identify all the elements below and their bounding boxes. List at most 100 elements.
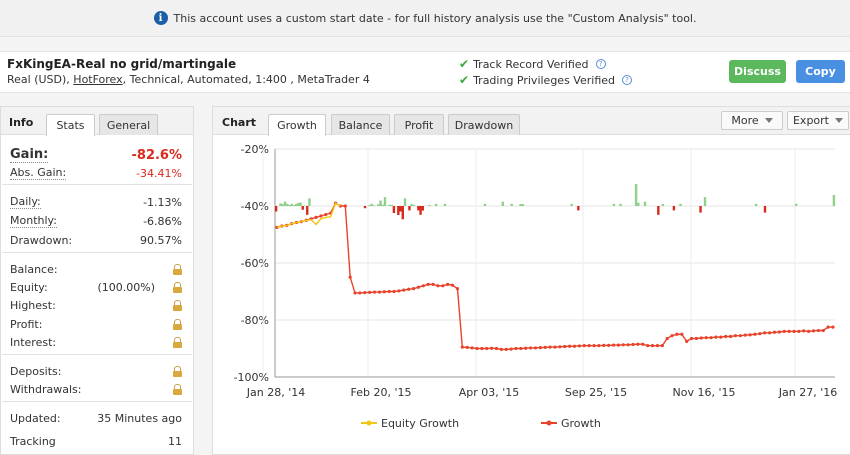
legend-equity-label: Equity Growth <box>381 417 459 430</box>
daily-bar <box>308 198 311 206</box>
daily-label: Daily: <box>10 195 41 209</box>
broker-link[interactable]: HotForex <box>73 73 123 86</box>
growth-point <box>572 344 577 348</box>
divider <box>2 184 192 185</box>
growth-point <box>353 291 357 295</box>
growth-point <box>821 328 825 333</box>
daily-bar <box>408 206 411 211</box>
daily-bar <box>679 203 682 206</box>
legend-equity-marker <box>366 420 372 426</box>
growth-point <box>797 329 801 333</box>
growth-point <box>807 329 811 333</box>
daily-bar <box>274 206 278 212</box>
growth-point <box>485 346 489 351</box>
tab-stats[interactable]: Stats <box>46 114 95 136</box>
daily-bar <box>301 206 304 210</box>
daily-bar <box>368 205 371 206</box>
tab-balance[interactable]: Balance <box>331 114 390 135</box>
tab-growth[interactable]: Growth <box>268 114 326 136</box>
daily-bar <box>294 204 298 206</box>
growth-point <box>524 346 528 350</box>
lock-icon <box>173 384 182 395</box>
discuss-button[interactable]: Discuss <box>729 60 786 83</box>
growth-point <box>728 334 733 339</box>
daily-bar <box>372 205 376 206</box>
profit-label: Profit: <box>10 318 43 331</box>
daily-row: Daily: -1.13% <box>10 196 182 209</box>
growth-point <box>621 343 625 347</box>
daily-bar <box>417 206 420 211</box>
divider <box>2 252 192 253</box>
daily-bar <box>381 204 384 206</box>
growth-point <box>748 333 752 337</box>
tab-profit[interactable]: Profit <box>394 114 444 135</box>
gain-row: Gain: -82.6% <box>10 147 182 163</box>
growth-point <box>499 347 503 351</box>
growth-point <box>587 344 591 348</box>
growth-point <box>631 342 635 347</box>
tab-general[interactable]: General <box>99 114 158 135</box>
growth-point <box>826 325 830 329</box>
interest-row: Interest: <box>10 336 182 349</box>
daily-bar <box>643 201 647 206</box>
daily-bar <box>634 184 638 206</box>
monthly-row: Monthly: -6.86% <box>10 215 182 228</box>
growth-point <box>538 346 542 350</box>
x-tick-label: Apr 03, '15 <box>459 386 520 399</box>
daily-bar <box>388 204 391 206</box>
copy-button[interactable]: Copy <box>796 60 845 83</box>
tracking-row: Tracking 11 <box>10 435 182 448</box>
growth-point <box>568 344 572 348</box>
daily-bar <box>290 203 293 206</box>
help-icon[interactable]: ? <box>595 59 606 69</box>
notice-text: This account uses a custom start date - … <box>173 11 697 25</box>
growth-point <box>660 344 664 348</box>
growth-point <box>665 336 669 341</box>
trading-privileges-verified: ✔ Trading Privileges Verified ? <box>459 73 632 87</box>
export-label: Export <box>792 114 829 127</box>
growth-point <box>558 345 562 349</box>
growth-point <box>704 336 708 340</box>
tracking-label: Tracking <box>10 435 56 448</box>
daily-bar <box>570 203 573 206</box>
export-dropdown[interactable]: Export <box>787 111 849 130</box>
account-desc-suffix: , Technical, Automated, 1:400 , MetaTrad… <box>122 73 370 86</box>
growth-point <box>416 285 421 289</box>
abs-gain-row: Abs. Gain: -34.41% <box>10 167 182 180</box>
drawdown-row: Drawdown: 90.57% <box>10 234 182 247</box>
growth-point <box>368 290 372 294</box>
daily-bar <box>421 206 424 211</box>
daily-bar <box>390 204 393 206</box>
growth-point <box>441 284 445 288</box>
lock-icon <box>173 264 182 275</box>
growth-point <box>421 284 425 288</box>
growth-line <box>276 202 833 351</box>
x-tick-label: Sep 25, '15 <box>565 386 627 399</box>
growth-point <box>777 330 781 334</box>
legend-growth-marker <box>546 420 552 426</box>
daily-bar <box>283 201 287 206</box>
growth-point <box>514 346 518 351</box>
tracking-value: 11 <box>168 435 182 448</box>
daily-bar <box>401 206 404 220</box>
interest-label: Interest: <box>10 336 57 349</box>
growth-point <box>553 345 557 349</box>
growth-chart[interactable]: -20% -40% -60% -80% -100% Jan 28, '14 Feb 20, … <box>213 136 849 454</box>
chart-panel: Chart Growth Balance Profit Drawdown Mor… <box>212 106 850 455</box>
updated-row: Updated: 35 Minutes ago <box>10 412 182 425</box>
tab-drawdown[interactable]: Drawdown <box>448 114 520 135</box>
x-tick-label: Jan 28, '14 <box>246 386 305 399</box>
lock-icon <box>173 337 182 348</box>
daily-bar <box>428 204 431 206</box>
growth-point <box>763 331 767 335</box>
help-icon[interactable]: ? <box>622 75 632 85</box>
growth-point <box>446 282 450 286</box>
growth-point <box>548 345 552 349</box>
growth-point <box>753 332 757 336</box>
growth-point <box>363 291 367 295</box>
daily-bar <box>397 206 400 216</box>
growth-point <box>407 287 411 291</box>
daily-bar <box>297 202 300 206</box>
more-dropdown[interactable]: More <box>721 111 783 130</box>
growth-point <box>460 345 464 349</box>
